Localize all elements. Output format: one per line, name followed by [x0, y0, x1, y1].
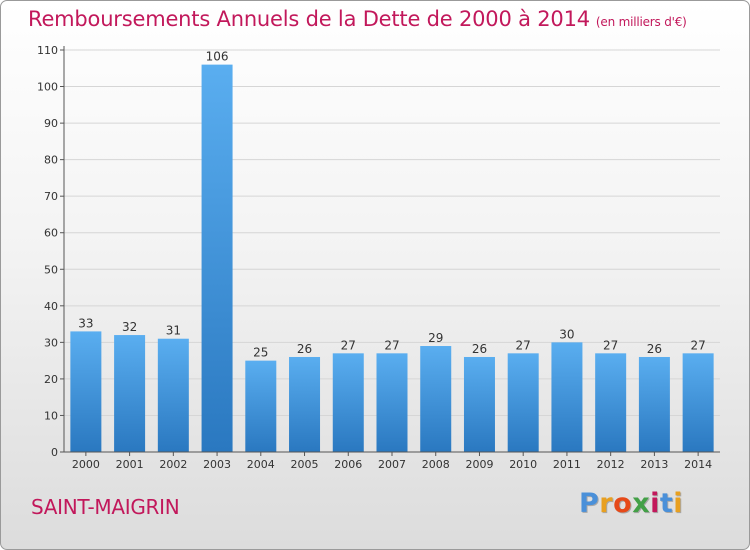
y-tick-label: 80 — [44, 154, 58, 167]
bar — [376, 353, 408, 452]
data-label: 26 — [472, 342, 487, 356]
logo-letter: i — [650, 488, 660, 519]
data-label: 27 — [690, 338, 705, 352]
chart-title: Remboursements Annuels de la Dette de 20… — [28, 7, 687, 31]
commune-name: SAINT-MAIGRIN — [31, 495, 180, 519]
x-tick-label: 2002 — [159, 458, 187, 471]
labels: 0 10 20 30 40 50 60 70 80 90 100 110 33 2000 32 2001 31 2… — [37, 44, 712, 471]
bar — [157, 338, 189, 452]
x-tick-label: 2008 — [422, 458, 450, 471]
bar — [463, 356, 495, 452]
x-tick-label: 2003 — [203, 458, 231, 471]
chart-title-text: Remboursements Annuels de la Dette de 20… — [28, 7, 590, 31]
y-tick-label: 60 — [44, 227, 58, 240]
logo-letter: o — [613, 488, 633, 519]
x-tick-label: 2007 — [378, 458, 406, 471]
bars — [70, 64, 714, 453]
data-label: 27 — [603, 338, 618, 352]
bar — [551, 342, 583, 452]
data-label: 27 — [516, 338, 531, 352]
y-tick-label: 40 — [44, 300, 58, 313]
y-tick-label: 110 — [37, 44, 58, 57]
x-tick-label: 2005 — [291, 458, 319, 471]
data-label: 26 — [297, 342, 312, 356]
y-tick-label: 50 — [44, 263, 58, 276]
chart-unit: (en milliers d'€) — [595, 15, 687, 29]
x-tick-label: 2012 — [597, 458, 625, 471]
bar — [201, 64, 233, 453]
x-tick-label: 2006 — [334, 458, 362, 471]
x-tick-label: 2011 — [553, 458, 581, 471]
x-tick-label: 2009 — [465, 458, 493, 471]
data-label: 32 — [122, 320, 137, 334]
x-tick-label: 2014 — [684, 458, 712, 471]
x-tick-label: 2004 — [247, 458, 275, 471]
bar — [70, 331, 102, 452]
logo-letter: x — [632, 488, 651, 519]
bar — [420, 346, 452, 452]
axes — [60, 46, 720, 456]
bar — [289, 356, 321, 452]
logo-letter: r — [599, 488, 614, 519]
x-tick-label: 2000 — [72, 458, 100, 471]
bar — [595, 353, 627, 452]
logo-letter: i — [673, 488, 684, 519]
bar — [245, 360, 277, 452]
data-label: 30 — [559, 327, 574, 341]
y-tick-label: 0 — [51, 446, 58, 459]
bar — [682, 353, 714, 452]
x-tick-label: 2010 — [509, 458, 537, 471]
data-label: 25 — [253, 346, 268, 360]
x-tick-label: 2001 — [116, 458, 144, 471]
y-tick-label: 100 — [37, 81, 58, 94]
data-label: 106 — [206, 50, 229, 64]
bar — [332, 353, 364, 452]
y-tick-label: 30 — [44, 336, 58, 349]
proxiti-logo: Proxiti — [579, 488, 683, 519]
bar — [638, 356, 670, 452]
bar — [114, 335, 146, 452]
bar — [507, 353, 539, 452]
y-tick-label: 10 — [44, 409, 58, 422]
data-label: 27 — [341, 338, 356, 352]
data-label: 27 — [384, 338, 399, 352]
logo-letter: P — [579, 488, 600, 519]
data-label: 31 — [166, 324, 181, 338]
data-label: 29 — [428, 331, 443, 345]
y-tick-label: 70 — [44, 190, 58, 203]
data-label: 33 — [78, 316, 93, 330]
y-tick-label: 20 — [44, 373, 58, 386]
data-label: 26 — [647, 342, 662, 356]
y-tick-label: 90 — [44, 117, 58, 130]
x-tick-label: 2013 — [640, 458, 668, 471]
logo-letter: t — [659, 488, 674, 519]
